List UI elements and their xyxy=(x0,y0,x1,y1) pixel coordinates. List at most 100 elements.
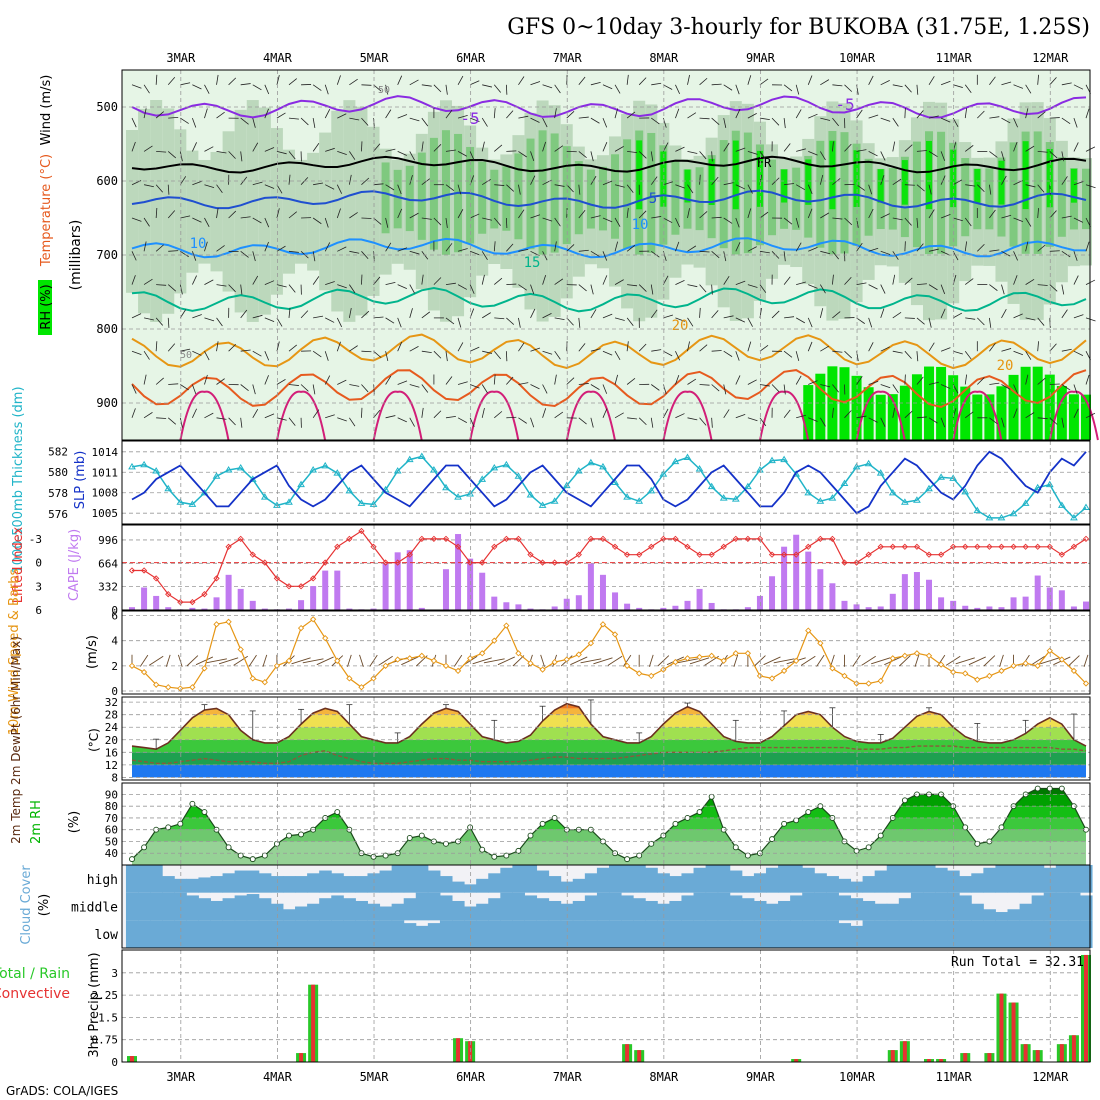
thickness-point xyxy=(309,466,318,473)
wind-barb xyxy=(409,284,415,294)
wind-barb xyxy=(965,184,976,187)
wind-tick-label: 2 xyxy=(111,660,118,673)
wind-barb xyxy=(675,108,680,119)
wind-barb xyxy=(457,317,462,328)
slp-tick-label: 1011 xyxy=(92,466,119,479)
cloud-bar xyxy=(910,892,924,921)
wind-barb xyxy=(711,384,720,392)
thickness-point xyxy=(502,460,511,468)
wind-barb xyxy=(204,317,215,322)
cape-bar xyxy=(841,600,848,610)
wind-barb xyxy=(493,241,496,252)
wind-barb xyxy=(252,275,259,285)
cape-bar xyxy=(612,592,619,610)
cape-bar xyxy=(334,570,341,610)
lifted-index-point xyxy=(853,559,860,566)
wind-barb xyxy=(626,184,634,193)
wind-barb xyxy=(989,382,1000,385)
lifted-index-point xyxy=(563,559,570,566)
cape-bar xyxy=(1046,587,1053,610)
wind-barb xyxy=(361,141,363,152)
wind-barb xyxy=(324,109,331,119)
lifted-index-point xyxy=(503,535,510,542)
thickness-point xyxy=(888,488,897,496)
wind-barb xyxy=(276,284,287,288)
thickness-point xyxy=(478,475,487,482)
thickness-point xyxy=(562,481,571,489)
rh-point xyxy=(793,817,800,824)
cloud-bar xyxy=(234,870,248,893)
wind-barb xyxy=(892,407,896,418)
wind-barb xyxy=(156,284,167,286)
wind-barb xyxy=(590,215,601,219)
lifted-index-point xyxy=(515,535,522,542)
wind-barb xyxy=(892,178,902,186)
wind-barb xyxy=(518,76,525,86)
cape-bar xyxy=(1058,590,1065,610)
wind-barb xyxy=(578,76,586,86)
wind-barb xyxy=(131,217,142,222)
wind-barb xyxy=(530,308,536,319)
slp-axis-label: SLP (mb) xyxy=(73,451,88,510)
wind-barb xyxy=(204,217,210,228)
rh-point xyxy=(732,844,739,851)
wind-speed-point xyxy=(454,667,462,675)
wind-barb xyxy=(953,350,963,355)
cloud-bar xyxy=(500,867,513,893)
wind-barb xyxy=(143,350,150,360)
wind-barb xyxy=(276,184,283,194)
wind-barb xyxy=(590,117,600,124)
rh-dark-band xyxy=(405,165,414,232)
wind-barb xyxy=(904,410,913,419)
wind-barb xyxy=(131,350,142,355)
wind-barb xyxy=(578,116,589,119)
wind-barb xyxy=(216,151,227,154)
wind-barb xyxy=(482,350,493,354)
wind-barb xyxy=(349,78,358,86)
temperature-tick-label: 20 xyxy=(105,734,118,747)
temperature-unit-label: (°C) xyxy=(87,728,101,752)
wind-barb xyxy=(699,307,701,318)
wind-barb xyxy=(373,217,382,225)
cloud-bar xyxy=(464,906,477,921)
wind-barb xyxy=(554,241,557,252)
wind-barb xyxy=(445,84,448,95)
wind-speed-point xyxy=(346,675,353,682)
precip-convective-bar xyxy=(625,1044,630,1062)
cloud-bar xyxy=(778,865,791,893)
cape-bar xyxy=(636,607,643,610)
wind-barb xyxy=(168,117,179,119)
rh-bright-band xyxy=(708,158,715,205)
wind-barb xyxy=(735,184,746,190)
cape-bar xyxy=(756,595,763,610)
wind-speed-point xyxy=(1046,647,1053,654)
lifted-index-point xyxy=(962,543,969,550)
wind-speed-point xyxy=(177,685,184,692)
cloud-bar xyxy=(705,865,719,893)
cloud-bar xyxy=(415,892,429,921)
lifted-index-point xyxy=(1022,543,1029,550)
cape-bar xyxy=(346,608,353,610)
rh-dark-band xyxy=(429,137,438,250)
wind-barb-10m xyxy=(291,657,311,665)
thickness-point xyxy=(1070,513,1078,521)
precip-convective-bar xyxy=(130,1056,134,1062)
cloud-bar xyxy=(609,920,622,948)
contour-label: 15 xyxy=(524,255,541,271)
cloud-bar xyxy=(524,920,538,948)
wind-barb xyxy=(336,75,341,85)
wind-barb xyxy=(397,114,408,119)
wind-barb-10m xyxy=(512,655,525,667)
wind-barb xyxy=(445,184,455,192)
wind-barb xyxy=(663,181,674,186)
wind-barb xyxy=(1025,278,1035,285)
lifted-index-point xyxy=(442,535,450,542)
wind-barb xyxy=(192,314,202,319)
cloud-bar xyxy=(1079,865,1093,893)
lifted-index-point xyxy=(213,575,220,582)
lifted-index-point xyxy=(696,551,703,558)
wind-barb xyxy=(808,113,818,119)
wind-barb xyxy=(361,384,369,393)
wind-barb xyxy=(506,243,514,252)
rh-point xyxy=(261,852,268,859)
